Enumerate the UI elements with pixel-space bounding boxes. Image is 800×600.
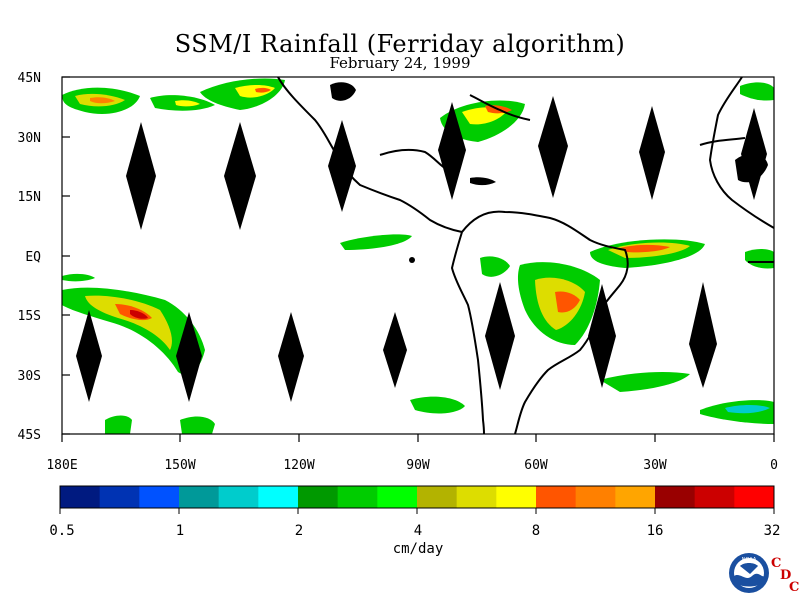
colorbar-tick-label: 16: [647, 523, 664, 539]
colorbar: [59, 485, 775, 514]
cdc-letter: D: [780, 568, 792, 583]
colorbar-tick-label: 1: [176, 523, 184, 539]
logo-agency-text: NOAA: [742, 557, 757, 563]
latitude-labels: 45N 30N 15N EQ 15S 30S 45S: [18, 71, 42, 443]
lat-label: EQ: [25, 250, 41, 265]
colorbar-swatch: [694, 486, 735, 508]
lat-label: 15N: [18, 190, 41, 205]
colorbar-swatch: [655, 486, 696, 508]
colorbar-tick-label: 0.5: [49, 523, 74, 539]
colorbar-swatch: [456, 486, 497, 508]
lon-label: 0: [770, 458, 778, 473]
map-subtitle: February 24, 1999: [329, 54, 471, 72]
colorbar-swatch: [298, 486, 339, 508]
cdc-letter: C: [771, 556, 782, 571]
colorbar-tick-label: 32: [764, 523, 781, 539]
colorbar-swatch: [496, 486, 537, 508]
colorbar-unit: cm/day: [393, 541, 444, 557]
colorbar-swatch: [615, 486, 656, 508]
colorbar-tick-label: 2: [295, 523, 303, 539]
colorbar-swatch: [377, 486, 418, 508]
lon-label: 150W: [164, 458, 195, 473]
colorbar-swatch: [417, 486, 458, 508]
colorbar-swatch: [337, 486, 378, 508]
colorbar-swatch: [139, 486, 180, 508]
colorbar-swatch: [179, 486, 220, 508]
longitude-labels: 180E 150W 120W 90W 60W 30W 0: [46, 458, 778, 473]
cdc-letter: C: [789, 580, 800, 595]
map-plot: [61, 76, 775, 442]
colorbar-swatch: [258, 486, 299, 508]
lon-label: 30W: [643, 458, 667, 473]
swath-gaps: [76, 96, 767, 402]
lat-label: 45N: [18, 71, 41, 86]
lon-label: 60W: [524, 458, 548, 473]
colorbar-tick-label: 8: [532, 523, 540, 539]
lat-label: 45S: [18, 428, 41, 443]
colorbar-swatch: [575, 486, 616, 508]
colorbar-swatch: [99, 486, 140, 508]
lat-label: 30S: [18, 369, 41, 384]
map-title: SSM/I Rainfall (Ferriday algorithm): [174, 30, 626, 58]
colorbar-swatch: [60, 486, 101, 508]
lon-label: 120W: [283, 458, 314, 473]
lon-label: 180E: [46, 458, 77, 473]
colorbar-swatch: [218, 486, 259, 508]
colorbar-tick-label: 4: [414, 523, 422, 539]
colorbar-labels: 0.5 1 2 4 8 16 32 cm/day: [49, 523, 780, 557]
coastlines: [277, 76, 775, 435]
lat-label: 15S: [18, 309, 41, 324]
lon-label: 90W: [406, 458, 430, 473]
colorbar-swatch: [536, 486, 577, 508]
lat-label: 30N: [18, 131, 41, 146]
noaa-logo: NOAA: [729, 553, 769, 593]
colorbar-swatch: [734, 486, 775, 508]
axis-ticks: [61, 76, 775, 442]
